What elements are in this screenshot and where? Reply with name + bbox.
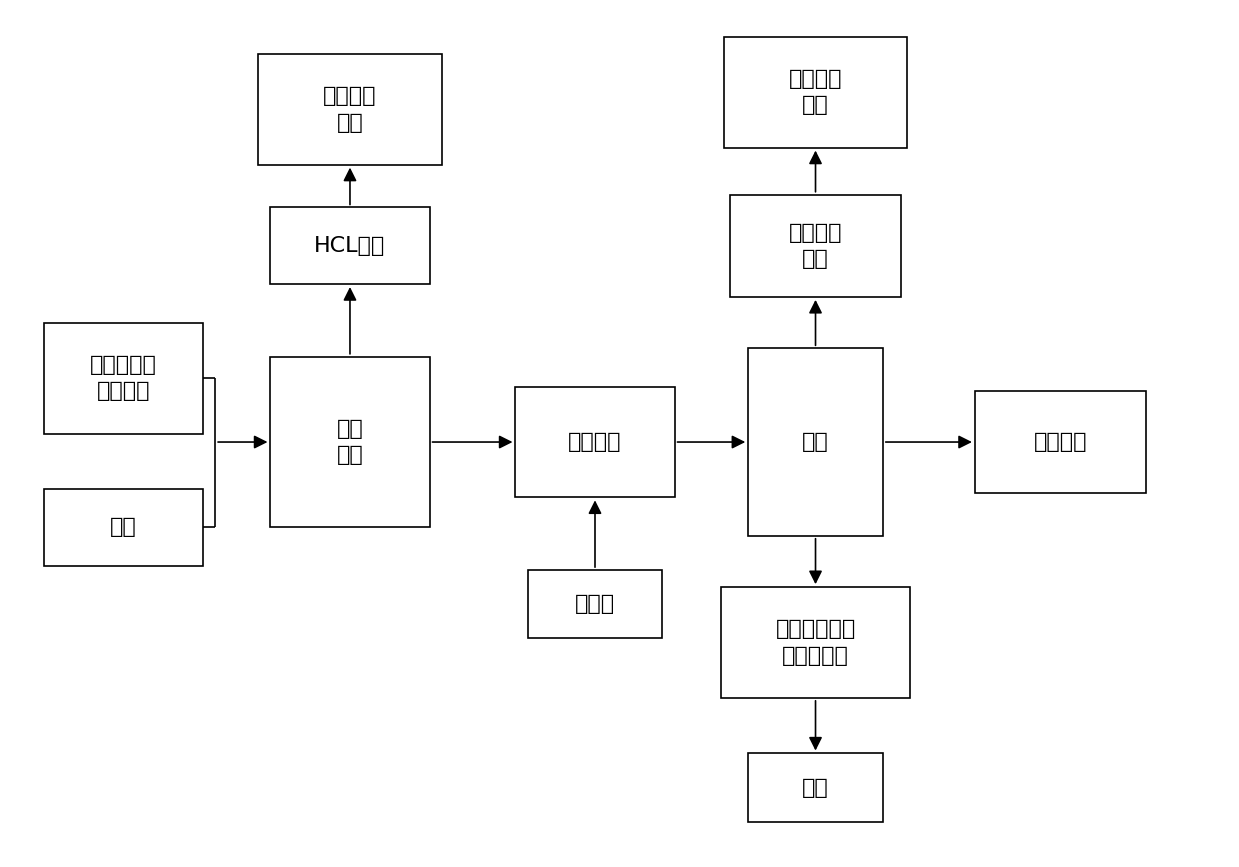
Text: 高沸脱色: 高沸脱色	[1033, 432, 1088, 452]
Bar	[258, 54, 442, 165]
Bar	[43, 323, 203, 434]
Text: 双（三氯硅
基）乙烷: 双（三氯硅 基）乙烷	[90, 355, 157, 401]
Bar	[515, 387, 674, 498]
Text: 合成三氯
氢硅: 合成三氯 氢硅	[323, 86, 377, 133]
Bar	[270, 207, 430, 284]
Text: HCL气体: HCL气体	[315, 236, 385, 256]
Bar	[528, 570, 663, 638]
Text: 返回酯化
系统: 返回酯化 系统	[789, 69, 843, 115]
Bar	[748, 349, 883, 536]
Bar	[748, 753, 883, 822]
Bar	[724, 36, 907, 147]
Bar	[270, 356, 430, 527]
Text: 酯化
反应: 酯化 反应	[337, 419, 363, 466]
Text: 双（三甲氧基
硅基）乙烷: 双（三甲氧基 硅基）乙烷	[776, 619, 856, 666]
Text: 含甲醇前
馏分: 含甲醇前 馏分	[789, 223, 843, 269]
Text: 中和反应: 中和反应	[569, 432, 622, 452]
Bar	[975, 391, 1146, 493]
Text: 包装: 包装	[802, 778, 829, 798]
Bar	[730, 194, 901, 297]
Text: 精馏: 精馏	[802, 432, 829, 452]
Text: 甲醇钠: 甲醇钠	[575, 594, 615, 614]
Bar	[721, 587, 911, 698]
Bar	[43, 489, 203, 566]
Text: 甲醇: 甲醇	[110, 518, 136, 538]
